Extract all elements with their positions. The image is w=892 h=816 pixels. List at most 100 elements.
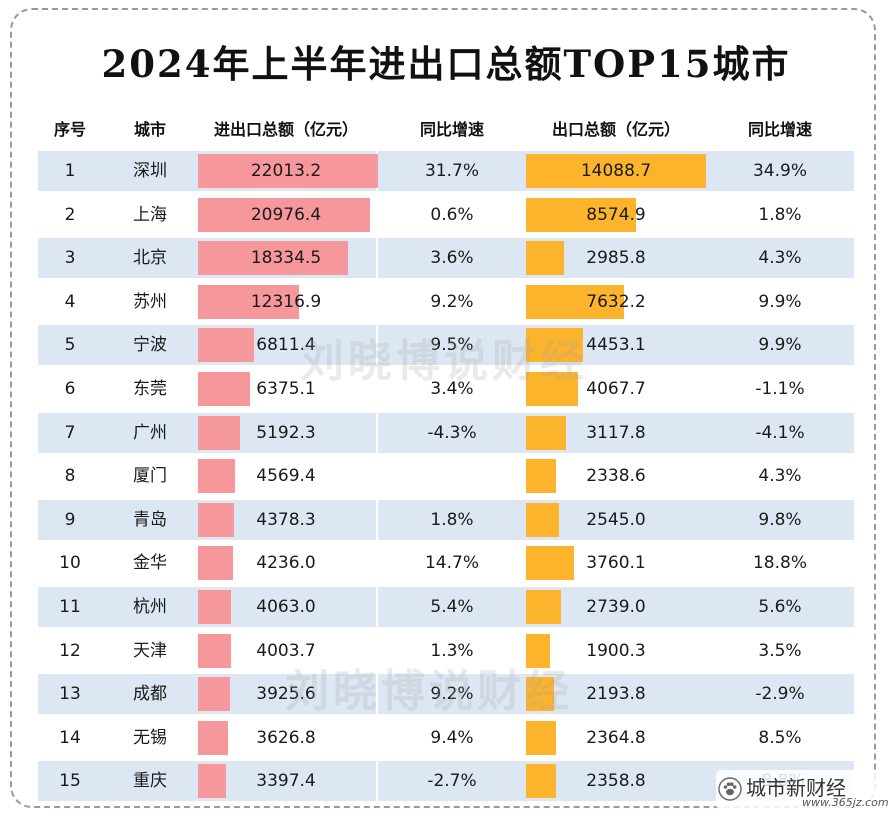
total-bar — [198, 720, 228, 755]
row-band — [378, 587, 854, 627]
total-bar — [198, 590, 232, 624]
cell-total: 4569.4 — [256, 466, 316, 487]
cell-rank: 6 — [64, 379, 76, 399]
table-row: 10 金华 4236.0 14.7% 3760.1 18.8% — [38, 543, 854, 583]
cell-export: 2545.0 — [586, 509, 646, 530]
cell-export-growth: 5.6% — [758, 597, 802, 617]
table-row: 12 天津 4003.7 1.3% 1900.3 3.5% — [38, 631, 854, 671]
cell-total: 4063.0 — [256, 597, 316, 617]
cell-total: 12316.9 — [250, 291, 322, 312]
header-export: 出口总额（亿元） — [551, 120, 680, 139]
export-bar — [526, 328, 583, 363]
cell-city: 广州 — [133, 422, 167, 443]
cell-rank: 4 — [64, 291, 76, 312]
total-bar — [198, 459, 236, 494]
table-row: 2 上海 20976.4 0.6% 8574.9 1.8% — [38, 195, 854, 235]
cell-total-growth: 1.8% — [430, 509, 474, 530]
cell-export-growth: 8.5% — [758, 727, 802, 748]
table-row: 13 成都 3925.6 9.2% 2193.8 -2.9% — [38, 674, 854, 715]
cell-city: 上海 — [133, 204, 167, 225]
cell-export: 1900.3 — [586, 640, 646, 661]
total-bar — [198, 328, 254, 363]
cell-export-growth: 9.8% — [758, 509, 802, 530]
cell-rank: 15 — [59, 771, 81, 792]
cell-city: 杭州 — [133, 597, 167, 617]
cell-export: 7632.2 — [586, 291, 646, 312]
export-bar — [526, 590, 561, 624]
cell-rank: 8 — [64, 466, 76, 487]
cell-total-growth: 31.7% — [424, 161, 479, 181]
cell-city: 厦门 — [133, 466, 167, 487]
cell-export-growth: 4.3% — [758, 248, 802, 269]
cell-rank: 5 — [64, 335, 76, 356]
table-row: 1 深圳 22013.2 31.7% 14088.7 34.9% — [38, 151, 854, 191]
table-row: 5 宁波 6811.4 9.5% 4453.1 9.9% — [38, 325, 854, 366]
cell-total-growth — [378, 456, 526, 496]
total-bar — [198, 415, 241, 450]
export-bar — [526, 633, 551, 668]
cell-city: 东莞 — [133, 379, 167, 399]
total-bar — [198, 677, 231, 712]
header-export-growth: 同比增速 — [747, 120, 812, 139]
cell-export-growth: 4.3% — [758, 466, 802, 487]
cell-rank: 10 — [59, 553, 81, 574]
cell-total: 4236.0 — [256, 553, 316, 574]
cell-total: 20976.4 — [250, 204, 322, 225]
cell-total: 4003.7 — [256, 640, 316, 661]
cell-export: 2985.8 — [586, 248, 646, 269]
cell-city: 成都 — [133, 684, 167, 705]
table-row: 3 北京 18334.5 3.6% 2985.8 4.3% — [38, 238, 854, 279]
cell-export: 4067.7 — [586, 379, 646, 399]
table-row: 4 苏州 12316.9 9.2% 7632.2 9.9% — [38, 282, 854, 322]
cell-export-growth: 18.8% — [752, 553, 807, 574]
export-bar — [526, 372, 578, 406]
cell-total-growth: 14.7% — [424, 553, 479, 574]
export-bar — [526, 764, 557, 799]
cell-rank: 13 — [59, 684, 81, 705]
table-row: 6 东莞 6375.1 3.4% 4067.7 -1.1% — [38, 369, 854, 409]
cell-rank: 11 — [59, 597, 81, 617]
paw-icon — [718, 777, 742, 801]
row-band — [378, 238, 854, 279]
cell-export: 3760.1 — [586, 553, 646, 574]
cell-city: 宁波 — [133, 335, 167, 356]
brand-name: 城市新财经 — [746, 776, 846, 800]
cell-total-growth: -2.7% — [427, 771, 477, 792]
header-total-growth: 同比增速 — [419, 120, 484, 139]
cell-rank: 7 — [64, 422, 76, 443]
total-bar — [198, 241, 348, 276]
cell-total-growth: 9.2% — [430, 684, 474, 705]
cell-total-growth: 1.3% — [430, 640, 474, 661]
brand-badge: 城市新财经 www.365jz.com — [716, 770, 889, 810]
cell-total-growth: 5.4% — [430, 597, 474, 617]
cell-total-growth: 9.5% — [430, 335, 474, 356]
cell-rank: 2 — [64, 204, 76, 225]
cell-total: 6811.4 — [256, 335, 316, 356]
cell-export-growth: 9.9% — [758, 291, 802, 312]
export-bar — [526, 459, 556, 494]
cell-total: 22013.2 — [250, 161, 322, 181]
table-row: 11 杭州 4063.0 5.4% 2739.0 5.6% — [38, 587, 854, 627]
export-bar — [526, 502, 559, 537]
export-bar — [526, 154, 706, 188]
cell-total-growth: 3.4% — [430, 379, 474, 399]
cell-export-growth: -2.9% — [755, 684, 805, 705]
cell-rank: 9 — [64, 509, 76, 530]
header-city: 城市 — [133, 120, 166, 139]
export-bar — [526, 284, 624, 319]
export-bar — [526, 241, 565, 276]
row-band — [378, 325, 854, 366]
cell-export: 2364.8 — [586, 727, 646, 748]
cell-total-growth: 9.4% — [430, 727, 474, 748]
chart-title: 2024年上半年进出口总额TOP15城市 — [101, 42, 791, 86]
cell-export: 8574.9 — [586, 204, 646, 225]
table-row: 8 厦门 4569.4 2338.6 4.3% — [38, 456, 854, 496]
cell-total: 18334.5 — [250, 248, 322, 269]
cell-export: 4453.1 — [586, 335, 646, 356]
cell-export-growth: -1.1% — [755, 379, 805, 399]
export-bar — [526, 415, 566, 450]
row-band — [378, 499, 854, 540]
cell-export-growth: 34.9% — [752, 161, 807, 181]
total-bar — [198, 284, 299, 319]
